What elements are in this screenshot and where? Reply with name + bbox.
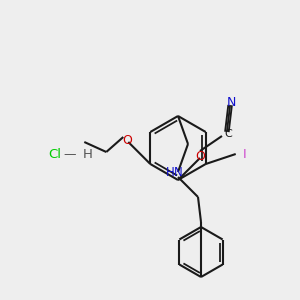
Text: —: — xyxy=(64,148,76,161)
Text: N: N xyxy=(174,166,182,178)
Text: H: H xyxy=(83,148,93,161)
Text: H: H xyxy=(166,167,175,179)
Text: N: N xyxy=(226,97,236,110)
Text: O: O xyxy=(122,134,132,148)
Text: Cl: Cl xyxy=(48,148,61,161)
Text: I: I xyxy=(243,148,246,160)
Text: C: C xyxy=(224,129,232,139)
Text: O: O xyxy=(195,151,205,164)
